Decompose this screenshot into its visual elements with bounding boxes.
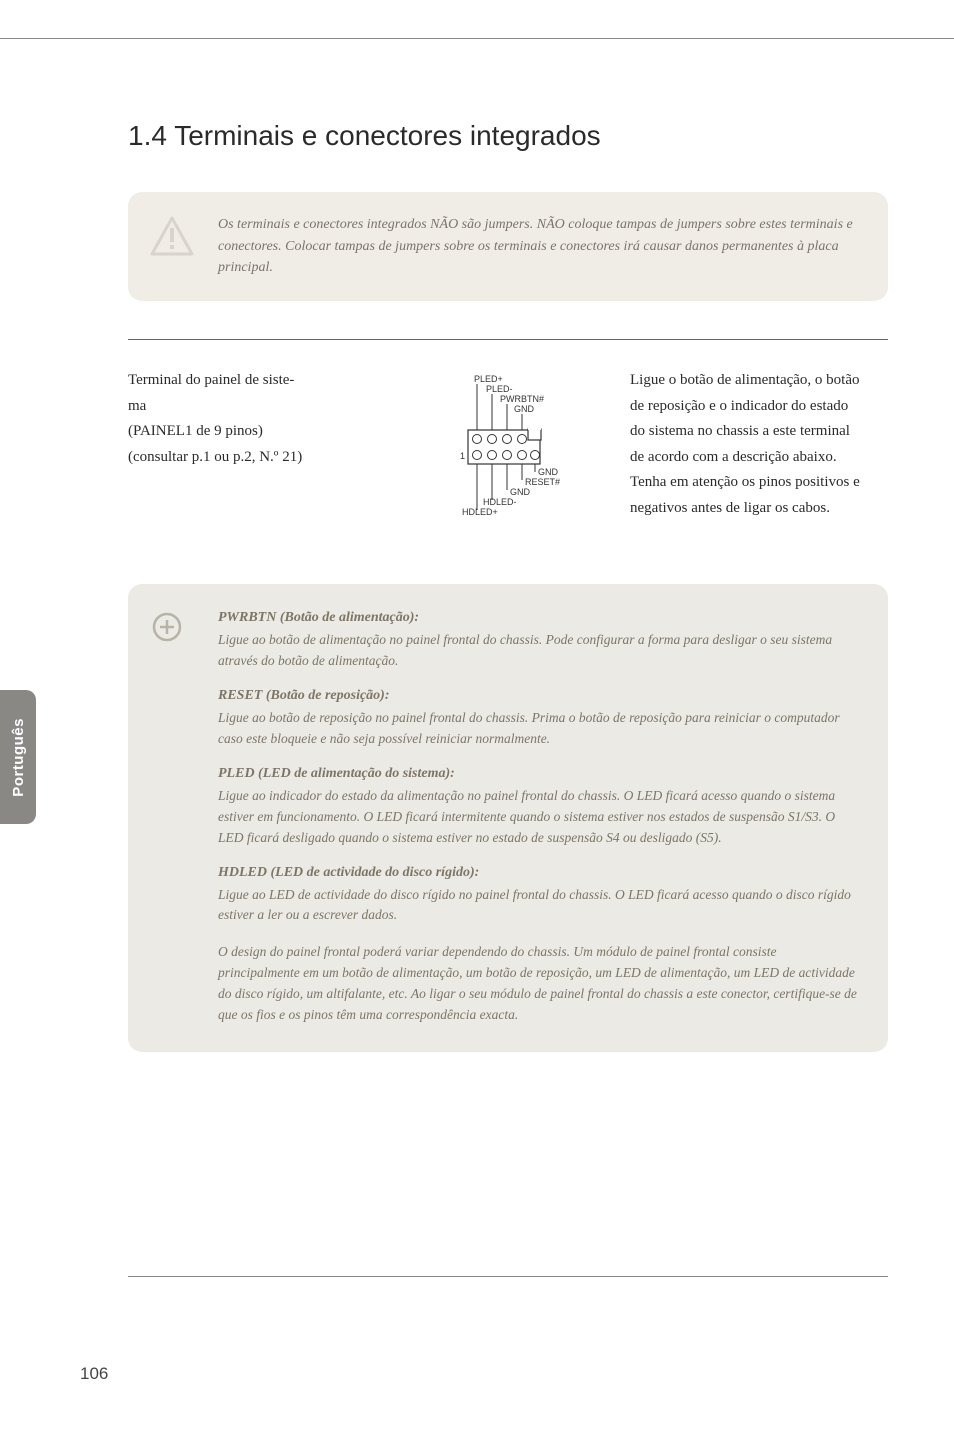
label-pled-minus: PLED- <box>486 384 513 394</box>
label-gnd-r: GND <box>538 467 559 477</box>
info-callout: PWRBTN (Botão de alimentação): Ligue ao … <box>128 584 888 1052</box>
label-reset: RESET# <box>525 477 560 487</box>
three-column-row: Terminal do painel de siste- ma (PAINEL1… <box>128 368 888 542</box>
line: (PAINEL1 de 9 pinos) <box>128 419 388 445</box>
info-block: O design do painel frontal poderá variar… <box>218 942 858 1026</box>
top-rule <box>0 38 954 39</box>
terminal-description: Terminal do painel de siste- ma (PAINEL1… <box>128 368 388 542</box>
info-body: Ligue ao botão de alimentação no painel … <box>218 630 858 672</box>
language-label: Português <box>10 718 27 797</box>
bottom-rule <box>128 1276 888 1277</box>
info-block: RESET (Botão de reposição): Ligue ao bot… <box>218 688 858 750</box>
line: Terminal do painel de siste- <box>128 368 388 394</box>
label-pled-plus: PLED+ <box>474 374 503 384</box>
info-body: O design do painel frontal poderá variar… <box>218 942 858 1026</box>
warning-text: Os terminais e conectores integrados NÃO… <box>218 214 860 279</box>
info-heading: RESET (Botão de reposição): <box>218 688 858 704</box>
line: (consultar p.1 ou p.2, N.º 21) <box>128 445 388 471</box>
label-pwrbtn: PWRBTN# <box>500 394 544 404</box>
divider <box>128 339 888 340</box>
info-block: HDLED (LED de actividade do disco rígido… <box>218 865 858 927</box>
page-content: 1.4 Terminais e conectores integrados Os… <box>128 120 888 1052</box>
info-body: Ligue ao indicador do estado da alimenta… <box>218 786 858 849</box>
label-hdled-plus: HDLED+ <box>462 507 498 517</box>
plus-icon <box>152 612 182 642</box>
label-pin1: 1 <box>460 451 465 461</box>
info-body: Ligue ao botão de reposição no painel fr… <box>218 708 858 750</box>
label-gnd-top: GND <box>514 404 535 414</box>
info-heading: PWRBTN (Botão de alimentação): <box>218 610 858 626</box>
line: ma <box>128 394 388 420</box>
info-heading: PLED (LED de alimentação do sistema): <box>218 766 858 782</box>
info-block: PWRBTN (Botão de alimentação): Ligue ao … <box>218 610 858 672</box>
page-title: 1.4 Terminais e conectores integrados <box>128 120 888 152</box>
instruction-text: Ligue o botão de alimentação, o botão de… <box>630 368 860 542</box>
info-body: Ligue ao LED de actividade do disco rígi… <box>218 885 858 927</box>
label-gnd-b: GND <box>510 487 531 497</box>
warning-icon <box>150 216 194 256</box>
label-hdled-minus: HDLED- <box>483 497 517 507</box>
pin-diagram: PLED+ PLED- PWRBTN# GND <box>414 368 604 542</box>
warning-callout: Os terminais e conectores integrados NÃO… <box>128 192 888 301</box>
info-heading: HDLED (LED de actividade do disco rígido… <box>218 865 858 881</box>
page-number: 106 <box>80 1364 108 1384</box>
language-tab: Português <box>0 690 36 824</box>
info-block: PLED (LED de alimentação do sistema): Li… <box>218 766 858 849</box>
